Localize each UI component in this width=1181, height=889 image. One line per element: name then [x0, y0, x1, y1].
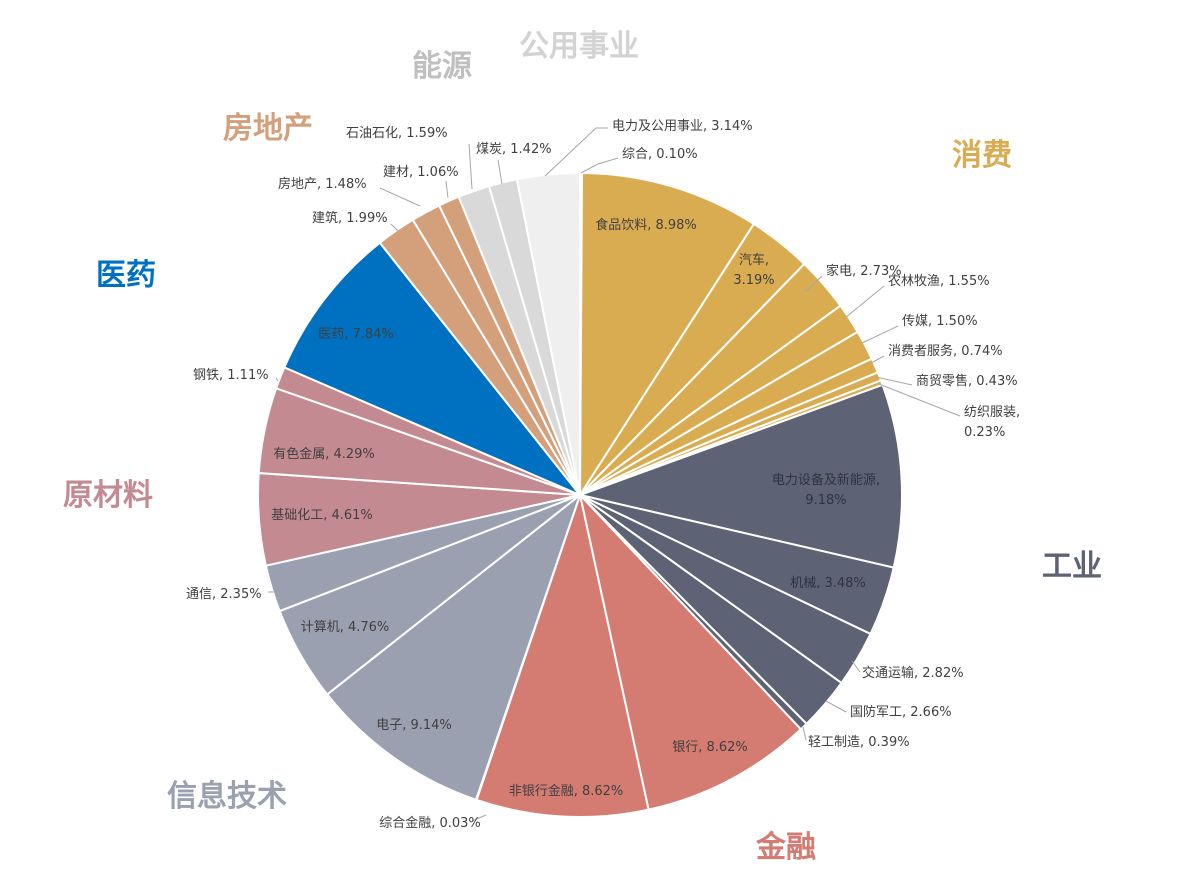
slice-label: 纺织服装, 0.23% — [964, 405, 1020, 440]
slice-label: 轻工制造, 0.39% — [808, 735, 910, 750]
slice-label: 煤炭, 1.42% — [476, 142, 552, 157]
group-title: 房地产 — [223, 111, 313, 146]
group-title: 医药 — [96, 258, 156, 293]
slice-label: 综合金融, 0.03% — [379, 815, 481, 831]
slice-label: 综合, 0.10% — [622, 147, 698, 162]
leader-line — [802, 726, 807, 741]
slice-label: 建材, 1.06% — [383, 165, 459, 180]
slice-label: 农林牧渔, 1.55% — [888, 274, 990, 289]
group-title: 消费 — [952, 138, 1012, 173]
leader-line — [804, 275, 823, 293]
slice-label: 电力及公用事业, 3.14% — [612, 119, 753, 134]
leader-line — [875, 376, 913, 386]
pie-slices — [257, 171, 903, 818]
slice-label: 计算机, 4.76% — [301, 620, 390, 635]
slice-label: 传媒, 1.50% — [902, 314, 978, 329]
leader-line — [497, 159, 503, 185]
leader-line — [544, 127, 608, 177]
slice-label: 银行, 8.62% — [672, 740, 748, 755]
slice-label: 建筑, 1.99% — [312, 210, 388, 226]
pie-slice — [325, 492, 583, 802]
leader-line — [861, 325, 899, 344]
slice-label: 基础化工, 4.61% — [271, 508, 373, 523]
slice-labels: 综合, 0.10% 食品饮料, 8.98% 汽车, 3.19% 家电, 2.73%农林牧… — [186, 119, 1020, 831]
pie-slice — [515, 171, 581, 496]
leader-line — [844, 285, 885, 319]
slice-label: 电子, 9.14% — [376, 718, 452, 733]
slice-label: 消费者服务, 0.74% — [888, 343, 1003, 359]
slice-label: 家电, 2.73% — [826, 263, 902, 279]
leader-line — [471, 814, 487, 822]
group-title: 能源 — [412, 49, 472, 84]
slice-label: 有色金属, 4.29% — [273, 446, 375, 462]
leader-lines — [268, 127, 961, 822]
slice-label: 食品饮料, 8.98% — [595, 217, 697, 233]
pie-slice — [283, 241, 581, 496]
group-title: 金融 — [755, 830, 816, 865]
slice-label: 机械, 3.48% — [790, 576, 866, 591]
slice-label: 钢铁, 1.11% — [193, 368, 269, 383]
pie-slice — [576, 383, 903, 569]
slice-label: 商贸零售, 0.43% — [916, 373, 1018, 389]
slice-label: 医药, 7.84% — [318, 327, 394, 342]
leader-line — [379, 187, 421, 207]
slice-label: 石油石化, 1.59% — [346, 126, 448, 141]
pie-slice — [475, 491, 650, 818]
pie-slice — [578, 172, 756, 499]
slice-label: 交通运输, 2.82% — [862, 665, 964, 681]
slice-label: 国防军工, 2.66% — [850, 704, 952, 720]
slice-label: 非银行金融, 8.62% — [509, 783, 624, 799]
slice-label: 房地产, 1.48% — [278, 176, 367, 192]
leader-line — [851, 660, 861, 673]
slice-label: 电力设备及新能源, 9.18% — [772, 472, 880, 508]
pie-slice — [578, 491, 803, 811]
group-title: 工业 — [1042, 549, 1102, 584]
leader-line — [878, 383, 961, 417]
slice-label: 汽车, 3.19% — [733, 252, 774, 288]
leader-line — [825, 700, 847, 713]
leader-line — [468, 143, 473, 190]
group-title: 信息技术 — [167, 779, 287, 814]
leader-line — [870, 355, 885, 364]
leader-line — [390, 223, 399, 232]
slice-label: 通信, 2.35% — [186, 587, 262, 602]
leader-line — [580, 157, 619, 174]
group-title: 原材料 — [63, 478, 153, 513]
leader-line — [445, 180, 449, 199]
leader-line — [275, 377, 279, 382]
group-title: 公用事业 — [519, 29, 639, 64]
